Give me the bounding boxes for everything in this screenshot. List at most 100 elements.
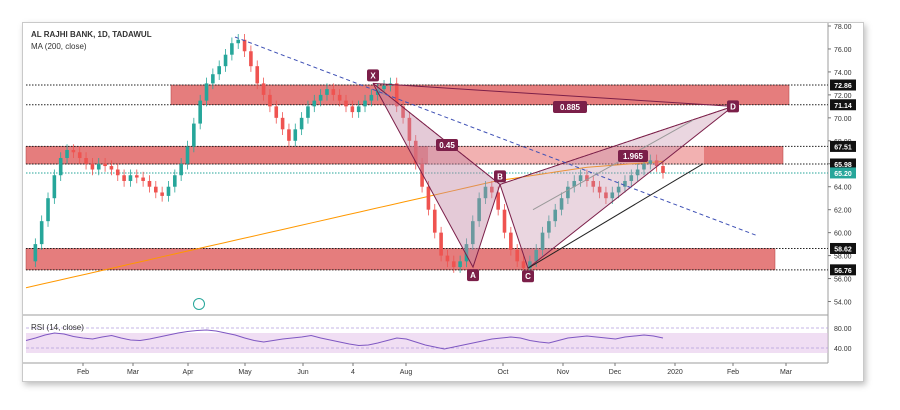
candle-body <box>33 244 38 262</box>
y-tick-label: 64.00 <box>834 185 852 192</box>
candle-body <box>654 160 659 167</box>
candle-body <box>185 146 190 164</box>
price-label: 71.14 <box>834 103 852 110</box>
candle-body <box>648 160 653 164</box>
candle-body <box>363 100 367 107</box>
candle-body <box>458 261 462 268</box>
x-tick-label: Apr <box>183 369 195 376</box>
price-label-bg <box>830 158 856 170</box>
candle-body <box>502 209 507 233</box>
candle-body <box>451 261 456 268</box>
candle-body <box>477 198 481 222</box>
price-label: 65.98 <box>834 162 852 169</box>
candle-body <box>490 186 494 193</box>
point-a-label: A <box>470 271 476 280</box>
candle-body <box>445 255 450 262</box>
chart-panel[interactable]: 54.0056.0058.0060.0062.0064.0066.0068.00… <box>22 22 864 382</box>
candle-body <box>128 175 133 181</box>
harmonic-xab-triangle <box>372 83 501 269</box>
harmonic-bd-ratio <box>499 105 734 185</box>
price-label: 56.76 <box>834 268 852 275</box>
chart-svg[interactable]: 54.0056.0058.0060.0062.0064.0066.0068.00… <box>23 23 863 381</box>
channel-lower-line <box>527 163 704 269</box>
candle-body <box>293 129 298 141</box>
candle-body <box>521 261 526 269</box>
candle-body <box>344 100 348 107</box>
candle-body <box>369 94 374 101</box>
candle-body <box>439 232 443 256</box>
candle-body <box>268 94 272 107</box>
point-x-label: X <box>370 71 376 80</box>
y-tick-label: 60.00 <box>834 231 852 238</box>
candle-body <box>154 186 158 193</box>
candle-body <box>179 163 183 176</box>
price-label-bg <box>830 140 856 152</box>
downtrend-line <box>234 36 759 237</box>
ratio-label-bg <box>553 101 587 113</box>
candle-body <box>471 221 475 245</box>
candle-body <box>192 123 196 147</box>
candle-body <box>211 74 215 84</box>
candle-body <box>312 100 317 107</box>
y-tick-label: 76.00 <box>834 47 852 54</box>
x-tick-label: Oct <box>498 369 509 376</box>
candle-body <box>337 94 342 101</box>
candle-body <box>318 94 323 101</box>
candle-body <box>217 66 221 75</box>
candle-body <box>134 175 139 178</box>
price-label-bg <box>830 242 856 254</box>
candle-body <box>58 158 63 176</box>
price-label: 65.20 <box>834 171 852 178</box>
candle-body <box>299 117 304 130</box>
x-tick-label: Aug <box>400 369 413 376</box>
candle-body <box>255 66 260 84</box>
y-tick-label: 74.00 <box>834 70 852 77</box>
candle-body <box>496 192 500 210</box>
candle-body <box>547 221 551 233</box>
price-label-bg <box>830 167 856 179</box>
candle-body <box>401 106 405 118</box>
rsi-tick-label: 40.00 <box>834 346 852 353</box>
y-tick-label: 78.00 <box>834 24 852 31</box>
chart-title: AL RAJHI BANK, 1D, TADAWUL <box>31 30 152 39</box>
harmonic-xb-ratio <box>372 83 501 185</box>
candle-body <box>464 244 469 262</box>
candle-body <box>204 83 209 101</box>
candle-body <box>325 89 329 95</box>
price-label: 58.62 <box>834 246 852 253</box>
ma-legend: MA (200, close) <box>31 42 87 51</box>
candle-body <box>420 163 424 187</box>
candle-body <box>585 175 589 181</box>
point-b-label-bg <box>494 170 506 183</box>
candle-body <box>287 129 291 141</box>
y-tick-label: 58.00 <box>834 254 852 261</box>
x-tick-label: May <box>238 369 252 376</box>
candle-body <box>103 163 107 167</box>
candle-body <box>160 192 164 196</box>
split-marker-icon <box>193 298 205 310</box>
candle-body <box>597 186 602 193</box>
rsi-legend: RSI (14, close) <box>31 323 84 332</box>
point-d-label: D <box>730 102 736 111</box>
candle-body <box>623 180 627 187</box>
candle-body <box>249 51 253 67</box>
rsi-line <box>25 329 664 350</box>
rsi-tick-label: 80.00 <box>834 326 852 333</box>
candle-body <box>528 261 532 269</box>
point-c-label: C <box>525 272 531 281</box>
channel-upper-line <box>532 119 694 211</box>
harmonic-bcd-triangle <box>499 105 734 270</box>
candle-body <box>426 186 431 210</box>
candle-body <box>559 198 564 210</box>
rsi-band <box>26 333 828 353</box>
candle-body <box>230 43 234 55</box>
candle-body <box>261 83 266 95</box>
candle-body <box>515 249 519 262</box>
point-c-label-bg <box>522 270 534 283</box>
point-a-label-bg <box>467 269 479 282</box>
price-label-bg <box>830 79 856 91</box>
x-tick-label: Mar <box>780 369 793 376</box>
candle-body <box>236 39 241 44</box>
candle-body <box>509 232 513 250</box>
price-label-bg <box>830 99 856 111</box>
